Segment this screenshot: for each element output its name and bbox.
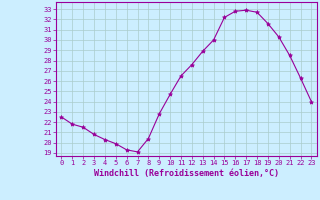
- X-axis label: Windchill (Refroidissement éolien,°C): Windchill (Refroidissement éolien,°C): [94, 169, 279, 178]
